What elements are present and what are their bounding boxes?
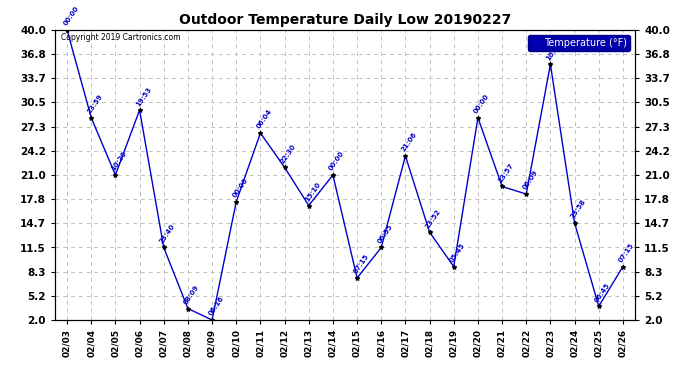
Point	[569, 220, 580, 226]
Text: 23:40: 23:40	[159, 223, 177, 245]
Text: 00:00: 00:00	[328, 150, 346, 172]
Text: 00:00: 00:00	[473, 93, 491, 115]
Point	[303, 202, 314, 208]
Point	[86, 115, 97, 121]
Legend: Temperature (°F): Temperature (°F)	[528, 35, 630, 51]
Point	[158, 244, 169, 250]
Text: 23:57: 23:57	[497, 162, 515, 183]
Text: 23:58: 23:58	[570, 199, 587, 220]
Point	[424, 229, 435, 235]
Text: 00:00: 00:00	[62, 5, 80, 27]
Text: 10:20: 10:20	[110, 150, 128, 172]
Text: 10:35: 10:35	[546, 40, 563, 61]
Text: 15:10: 15:10	[304, 181, 322, 203]
Text: Copyright 2019 Cartronics.com: Copyright 2019 Cartronics.com	[61, 33, 180, 42]
Text: 19:53: 19:53	[135, 86, 152, 107]
Text: 06:45: 06:45	[594, 282, 611, 303]
Point	[279, 164, 290, 170]
Text: 06:16: 06:16	[207, 296, 225, 317]
Text: 08:09: 08:09	[183, 284, 201, 306]
Point	[448, 264, 460, 270]
Point	[206, 317, 217, 323]
Point	[618, 264, 629, 270]
Point	[61, 27, 72, 33]
Point	[545, 62, 556, 68]
Text: 06:09: 06:09	[522, 170, 539, 191]
Point	[134, 107, 145, 113]
Point	[400, 153, 411, 159]
Text: 07:15: 07:15	[618, 242, 635, 264]
Text: 06:55: 06:55	[376, 223, 394, 245]
Point	[376, 244, 387, 250]
Point	[497, 183, 508, 189]
Text: 21:06: 21:06	[400, 131, 418, 153]
Point	[473, 115, 484, 121]
Text: 05:45: 05:45	[448, 242, 466, 264]
Point	[593, 303, 604, 309]
Point	[230, 199, 241, 205]
Text: 23:59: 23:59	[86, 93, 104, 115]
Point	[521, 191, 532, 197]
Point	[110, 172, 121, 178]
Point	[255, 130, 266, 136]
Point	[182, 306, 193, 312]
Title: Outdoor Temperature Daily Low 20190227: Outdoor Temperature Daily Low 20190227	[179, 13, 511, 27]
Point	[352, 275, 363, 281]
Text: 22:30: 22:30	[279, 143, 297, 164]
Text: 00:00: 00:00	[231, 177, 249, 199]
Text: 07:15: 07:15	[352, 254, 370, 275]
Point	[327, 172, 338, 178]
Text: 23:52: 23:52	[424, 208, 442, 229]
Text: 06:04: 06:04	[255, 108, 273, 130]
